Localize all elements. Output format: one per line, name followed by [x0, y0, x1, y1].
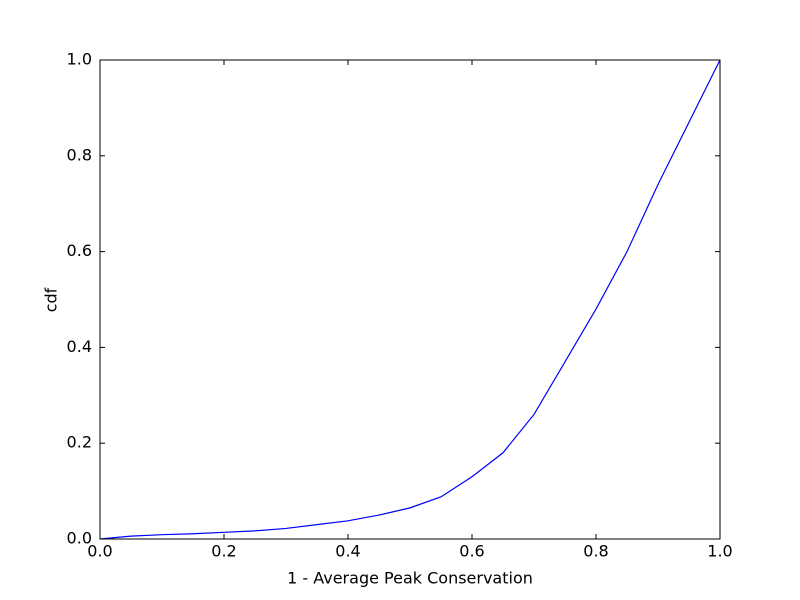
y-axis-label: cdf — [42, 287, 61, 312]
x-axis-label: 1 - Average Peak Conservation — [287, 569, 533, 588]
x-tick-label: 0.4 — [335, 542, 360, 561]
y-tick-label: 0.8 — [67, 145, 92, 164]
data-line — [99, 59, 721, 540]
y-tick-label: 0.4 — [67, 337, 92, 356]
y-tick-label: 0.2 — [67, 433, 92, 452]
y-tick-label: 1.0 — [67, 50, 92, 69]
plot-frame — [99, 59, 721, 540]
y-tick-label: 0.6 — [67, 241, 92, 260]
x-tick-label: 0.6 — [459, 542, 484, 561]
x-tick-label: 0.8 — [583, 542, 608, 561]
y-tick-label: 0.0 — [67, 529, 92, 548]
x-tick-label: 1.0 — [707, 542, 732, 561]
x-tick-label: 0.2 — [211, 542, 236, 561]
x-tick-label: 0.0 — [87, 542, 112, 561]
